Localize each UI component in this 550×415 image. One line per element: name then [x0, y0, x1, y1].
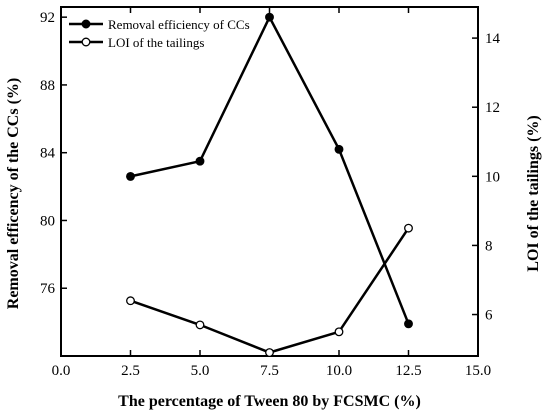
x-tick-label: 7.5: [260, 363, 279, 379]
right-y-tick-label: 10: [485, 169, 500, 185]
removal-efficiency-point: [404, 319, 413, 329]
left-y-tick-label: 76: [40, 281, 56, 297]
loi-tailings-line: [130, 227, 410, 354]
legend-label-removal-efficiency: Removal efficiency of CCs: [108, 17, 250, 32]
loi-tailings-point: [404, 223, 413, 233]
x-tick-label: 0.0: [52, 363, 71, 379]
right-y-tick-label: 6: [485, 308, 493, 324]
x-tick-label: 12.5: [395, 363, 421, 379]
removal-efficiency-point: [334, 144, 344, 154]
left-y-tick-label: 84: [40, 146, 56, 162]
right-y-tick-label: 14: [485, 31, 501, 47]
loi-tailings-point: [195, 320, 205, 330]
legend: Removal efficiency of CCs LOI of the tail…: [69, 17, 250, 50]
removal-efficiency-point: [265, 12, 274, 22]
right-y-tick-label: 8: [485, 238, 493, 254]
removal-efficiency-point: [195, 156, 205, 166]
right-y-axis-title: LOI of the tailings (%): [525, 115, 542, 271]
removal-efficiency-line: [130, 14, 410, 325]
plot-frame: [60, 6, 479, 357]
x-tick-label: 2.5: [121, 363, 140, 379]
left-y-tick-label: 92: [40, 10, 55, 26]
plot-border: [60, 6, 479, 357]
right-y-tick-label: 12: [485, 100, 500, 116]
left-y-tick-label: 88: [40, 78, 55, 94]
loi-tailings-point: [334, 327, 344, 337]
loi-tailings-point: [126, 296, 135, 306]
legend-marker-loi-tailings: [81, 37, 91, 47]
legend-marker-removal-efficiency: [81, 19, 91, 29]
legend-label-loi-tailings: LOI of the tailings: [108, 35, 204, 50]
x-axis-title: The percentage of Tween 80 by FCSMC (%): [118, 393, 421, 410]
x-tick-label: 15.0: [465, 363, 491, 379]
loi-tailings-point: [265, 348, 274, 357]
x-tick-label: 10.0: [326, 363, 352, 379]
left-y-tick-label: 80: [40, 213, 55, 229]
tick-marks: 0.0 2.5 5.0 7.5 10.0 12.5 15.0 76 80 84 88 92 6 8 10 12…: [40, 7, 501, 379]
removal-efficiency-point: [126, 171, 135, 181]
left-y-axis-title: Removal efficency of the CCs (%): [5, 78, 22, 309]
x-tick-label: 5.0: [191, 363, 210, 379]
series-layer: [126, 12, 413, 357]
